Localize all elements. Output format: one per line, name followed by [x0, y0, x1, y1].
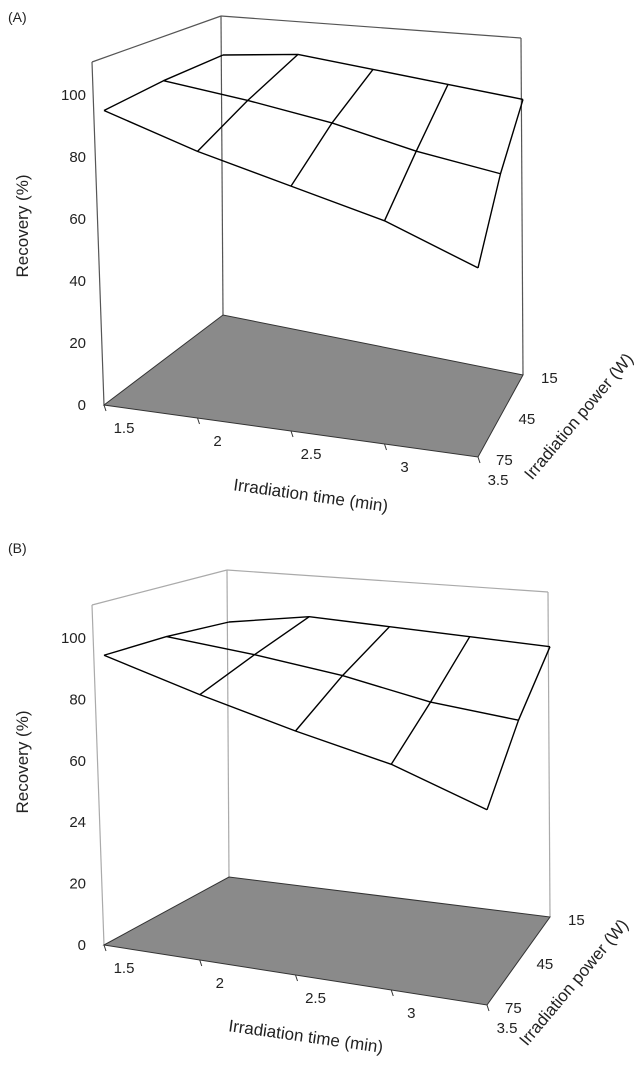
- x-tick-mark: [486, 1004, 490, 1012]
- y-tick-label: 75: [496, 452, 513, 469]
- z-axis-title-b: Recovery (%): [13, 711, 32, 814]
- surface-row-line: [166, 635, 519, 721]
- x-tick-label: 1.5: [114, 420, 135, 437]
- axes-frame-b: [91, 569, 551, 946]
- x-tick-label: 2.5: [301, 446, 322, 463]
- surface-mesh-b: [103, 616, 551, 811]
- z-tick-label: 60: [69, 211, 86, 228]
- panel-label-a: (A): [8, 9, 27, 25]
- y-tick-label: 45: [519, 411, 536, 428]
- x-tick-label: 3: [407, 1005, 415, 1022]
- x-tick-label: 3.5: [497, 1020, 518, 1037]
- frame-edge: [220, 15, 224, 316]
- surface-column-line: [103, 621, 230, 656]
- surface-column-line: [199, 616, 310, 696]
- frame-edge: [520, 37, 524, 376]
- y-tick-labels-a: 15 45 75: [496, 370, 558, 469]
- surface-column-line: [486, 646, 551, 811]
- surface-row-line: [103, 109, 479, 269]
- frame-edge: [91, 604, 105, 946]
- x-tick-mark: [103, 404, 107, 412]
- x-tick-label: 2: [213, 433, 221, 450]
- x-tick-mark: [477, 456, 481, 464]
- x-axis-title-b: Irradiation time (min): [227, 1016, 384, 1057]
- y-axis-title-a: Irradiation power (W): [520, 350, 637, 484]
- surface-row-line: [163, 80, 501, 175]
- x-axis-title-a: Irradiation time (min): [232, 475, 389, 516]
- y-tick-label: 75: [505, 1000, 522, 1017]
- y-tick-label: 45: [537, 956, 554, 973]
- y-tick-label: 15: [541, 370, 558, 387]
- frame-edge: [91, 15, 222, 63]
- x-tick-label: 1.5: [114, 960, 135, 977]
- x-tick-mark: [199, 959, 203, 967]
- z-tick-label: 0: [78, 937, 86, 954]
- frame-edge: [226, 569, 549, 593]
- x-tick-mark: [290, 430, 294, 438]
- frame-edge: [91, 61, 105, 406]
- z-tick-label: 24: [69, 814, 86, 831]
- x-tick-label: 2.5: [305, 990, 326, 1007]
- x-tick-labels-a: 1.5 2 2.5 3 3.5: [114, 420, 509, 489]
- chart-panel-b: (B) 0 20 24 60 80 100 1.5 2 2.5 3 3.5 15 45 75 Reco…: [8, 540, 632, 1057]
- z-tick-label: 40: [69, 273, 86, 290]
- x-tick-mark: [384, 443, 387, 451]
- axes-frame-a: [91, 15, 524, 406]
- y-tick-label: 15: [568, 912, 585, 929]
- x-tick-mark: [103, 944, 107, 952]
- panel-label-b: (B): [8, 540, 27, 556]
- z-tick-label: 20: [69, 876, 86, 893]
- chart-panel-a: (A) 0 20 40 60 80 100 1.5 2 2.5 3 3.5 15 45 75 Reco…: [8, 9, 637, 516]
- z-tick-label: 60: [69, 753, 86, 770]
- x-tick-mark: [295, 974, 298, 982]
- frame-edge: [547, 591, 551, 918]
- z-tick-labels-b: 0 20 24 60 80 100: [61, 630, 86, 954]
- surface-column-line: [197, 53, 299, 152]
- z-tick-label: 0: [78, 397, 86, 414]
- x-tick-mark: [390, 989, 394, 997]
- floor-polygon: [102, 314, 524, 458]
- floor-plane-a: [102, 314, 524, 464]
- z-axis-title-a: Recovery (%): [13, 175, 32, 278]
- frame-edge: [226, 569, 230, 878]
- surface-column-line: [477, 99, 524, 269]
- surface-column-line: [103, 54, 224, 112]
- x-tick-label: 3: [400, 459, 408, 476]
- frame-edge: [91, 569, 228, 606]
- surface-row-line: [228, 616, 551, 648]
- z-tick-labels-a: 0 20 40 60 80 100: [61, 87, 86, 414]
- z-tick-label: 80: [69, 691, 86, 708]
- x-tick-mark: [197, 417, 200, 425]
- surface-column-line: [294, 626, 391, 732]
- z-tick-label: 20: [69, 335, 86, 352]
- x-tick-label: 3.5: [488, 472, 509, 489]
- surface-column-line: [290, 68, 374, 187]
- z-tick-label: 80: [69, 149, 86, 166]
- surface-row-line: [103, 654, 488, 811]
- floor-plane-b: [102, 876, 551, 1012]
- surface-column-line: [383, 84, 449, 222]
- x-tick-label: 2: [216, 975, 224, 992]
- x-tick-labels-b: 1.5 2 2.5 3 3.5: [114, 960, 518, 1037]
- surface-column-line: [390, 636, 471, 765]
- floor-polygon: [102, 876, 551, 1006]
- z-tick-label: 100: [61, 630, 86, 647]
- z-tick-label: 100: [61, 87, 86, 104]
- y-tick-labels-b: 15 45 75: [505, 912, 585, 1017]
- frame-edge: [220, 15, 522, 39]
- surface-mesh-a: [103, 53, 524, 269]
- surface-row-line: [222, 53, 524, 101]
